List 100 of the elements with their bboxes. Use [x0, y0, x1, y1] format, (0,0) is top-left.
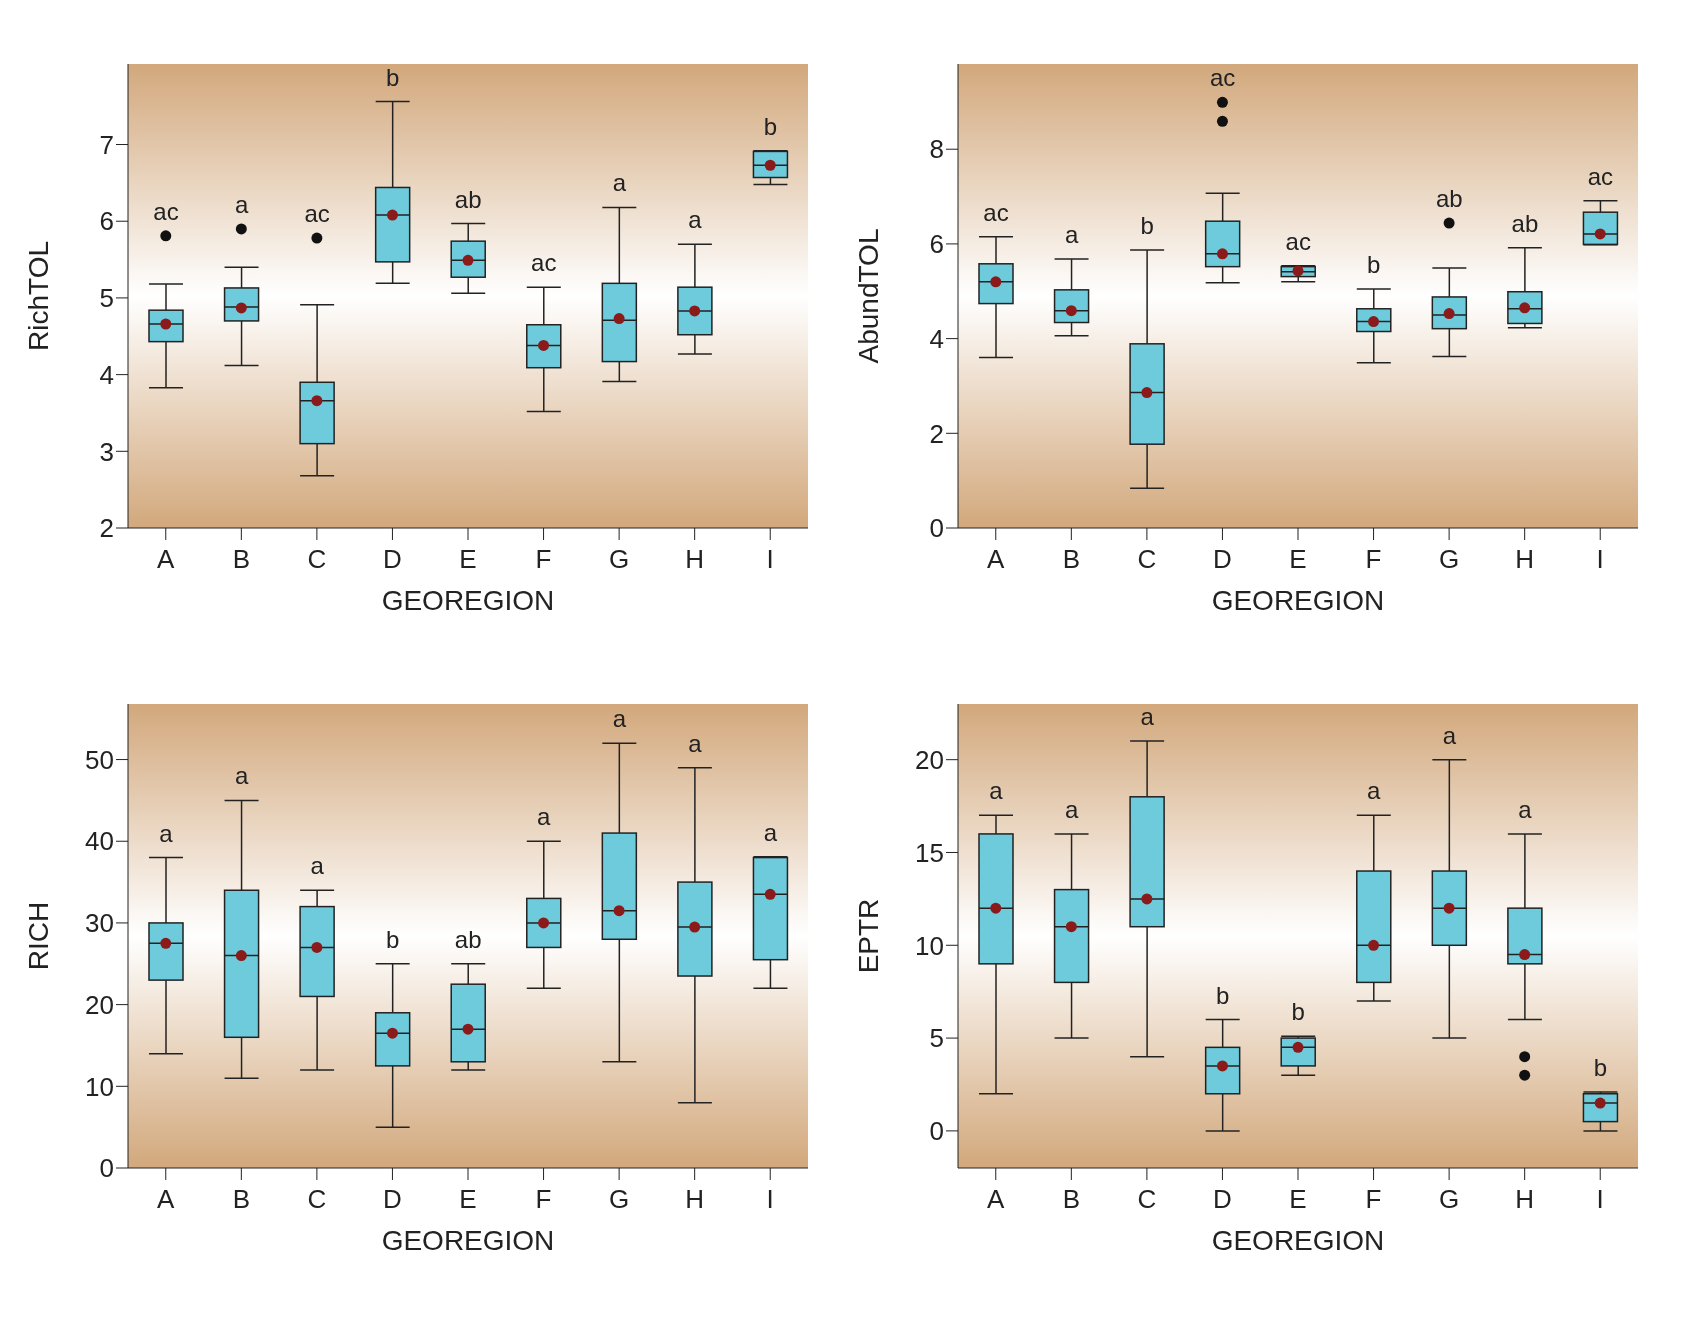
annotation: b [385, 63, 400, 91]
annotation: ab [1435, 185, 1463, 213]
x-tick-label: A [987, 1184, 1006, 1215]
annotation: a [537, 803, 552, 831]
y-tick-label: 6 [99, 206, 114, 237]
annotation: ac [983, 198, 1009, 226]
annotation: b [1140, 212, 1154, 240]
annotation: ac [1209, 64, 1236, 92]
y-tick-label: 2 [929, 418, 944, 449]
annotation: b [763, 112, 778, 140]
x-tick-label: F [1365, 544, 1382, 575]
annotation: a [612, 169, 627, 197]
x-tick-label: G [608, 544, 630, 575]
annotation: a [1140, 703, 1155, 731]
y-tick-label: 30 [85, 908, 114, 939]
y-tick-label: 6 [929, 229, 944, 260]
x-tick-label: E [1289, 544, 1307, 575]
x-tick-label: C [1137, 1184, 1157, 1215]
y-axis-title: RICH [22, 901, 54, 971]
x-tick-label: E [459, 544, 477, 575]
x-tick-label: F [535, 1184, 552, 1215]
annotation: a [1064, 221, 1079, 249]
annotation: b [1215, 981, 1230, 1009]
x-tick-label: G [608, 1184, 630, 1215]
x-tick-label: C [1137, 544, 1157, 575]
annotation: ac [531, 249, 557, 277]
annotation: ac [304, 200, 330, 228]
x-tick-label: H [685, 544, 705, 575]
y-axis-title: EPTR [852, 898, 884, 974]
annotation: b [1291, 998, 1305, 1026]
x-tick-label: E [1289, 1184, 1307, 1215]
y-tick-label: 15 [915, 837, 944, 868]
y-tick-label: 4 [929, 323, 944, 354]
y-tick-label: 10 [915, 930, 944, 961]
y-tick-label: 0 [99, 1153, 114, 1184]
x-tick-label: F [535, 544, 552, 575]
annotation: b [1367, 250, 1381, 278]
x-tick-label: I [1596, 544, 1604, 575]
y-tick-label: 4 [99, 359, 114, 390]
annotation: a [763, 818, 778, 846]
y-tick-label: 2 [99, 513, 114, 544]
y-tick-label: 0 [929, 513, 944, 544]
annotation: a [159, 819, 174, 847]
x-tick-label: B [1062, 1184, 1081, 1215]
x-tick-label: B [1062, 544, 1081, 575]
annotation: ab [1511, 209, 1539, 237]
x-tick-label: F [1365, 1184, 1382, 1215]
y-tick-label: 10 [85, 1071, 114, 1102]
x-tick-label: H [685, 1184, 705, 1215]
y-tick-label: 3 [99, 436, 114, 467]
x-tick-label: D [1213, 1184, 1232, 1215]
annotation: a [234, 190, 249, 218]
x-tick-label: B [232, 544, 251, 575]
y-tick-label: 5 [99, 283, 114, 314]
annotation: ac [153, 197, 179, 225]
x-tick-label: A [157, 544, 176, 575]
x-tick-label: I [766, 544, 774, 575]
annotation: b [1593, 1053, 1608, 1081]
annotation: ab [454, 925, 482, 953]
x-tick-label: A [157, 1184, 176, 1215]
annotation: a [989, 777, 1004, 805]
y-axis-title: RichTOL [22, 241, 54, 351]
x-tick-label: A [987, 544, 1006, 575]
annotation: ac [1587, 162, 1614, 190]
annotation: a [1064, 795, 1079, 823]
x-tick-label: G [1438, 1184, 1460, 1215]
y-tick-label: 40 [85, 826, 114, 857]
y-tick-label: 7 [99, 129, 114, 160]
annotation: a [688, 206, 703, 234]
x-axis-title: GEOREGION [1211, 585, 1385, 616]
x-tick-label: C [307, 1184, 327, 1215]
y-tick-label: 8 [929, 134, 944, 165]
x-tick-label: I [1596, 1184, 1604, 1215]
y-tick-label: 5 [929, 1023, 944, 1054]
x-tick-label: D [383, 1184, 402, 1215]
x-tick-label: G [1438, 544, 1460, 575]
x-tick-label: B [232, 1184, 251, 1215]
x-axis-title: GEOREGION [381, 585, 555, 616]
x-tick-label: H [1515, 1184, 1535, 1215]
annotation: a [1518, 795, 1533, 823]
annotation: ac [1285, 227, 1311, 255]
annotation: a [688, 729, 703, 757]
y-tick-label: 20 [85, 989, 114, 1020]
annotation: b [385, 925, 400, 953]
x-axis-title: GEOREGION [381, 1225, 555, 1256]
annotation: a [1442, 721, 1457, 749]
y-tick-label: 50 [85, 744, 114, 775]
y-tick-label: 0 [929, 1116, 944, 1147]
annotation: a [310, 852, 325, 880]
y-axis-title: AbundTOL [852, 228, 884, 364]
x-tick-label: I [766, 1184, 774, 1215]
annotation: a [234, 762, 249, 790]
x-tick-label: C [307, 544, 327, 575]
x-tick-label: D [1213, 544, 1232, 575]
x-tick-label: E [459, 1184, 477, 1215]
x-tick-label: D [383, 544, 402, 575]
x-axis-title: GEOREGION [1211, 1225, 1385, 1256]
annotation: a [1367, 777, 1382, 805]
annotation: ab [454, 185, 482, 213]
y-tick-label: 20 [915, 744, 944, 775]
